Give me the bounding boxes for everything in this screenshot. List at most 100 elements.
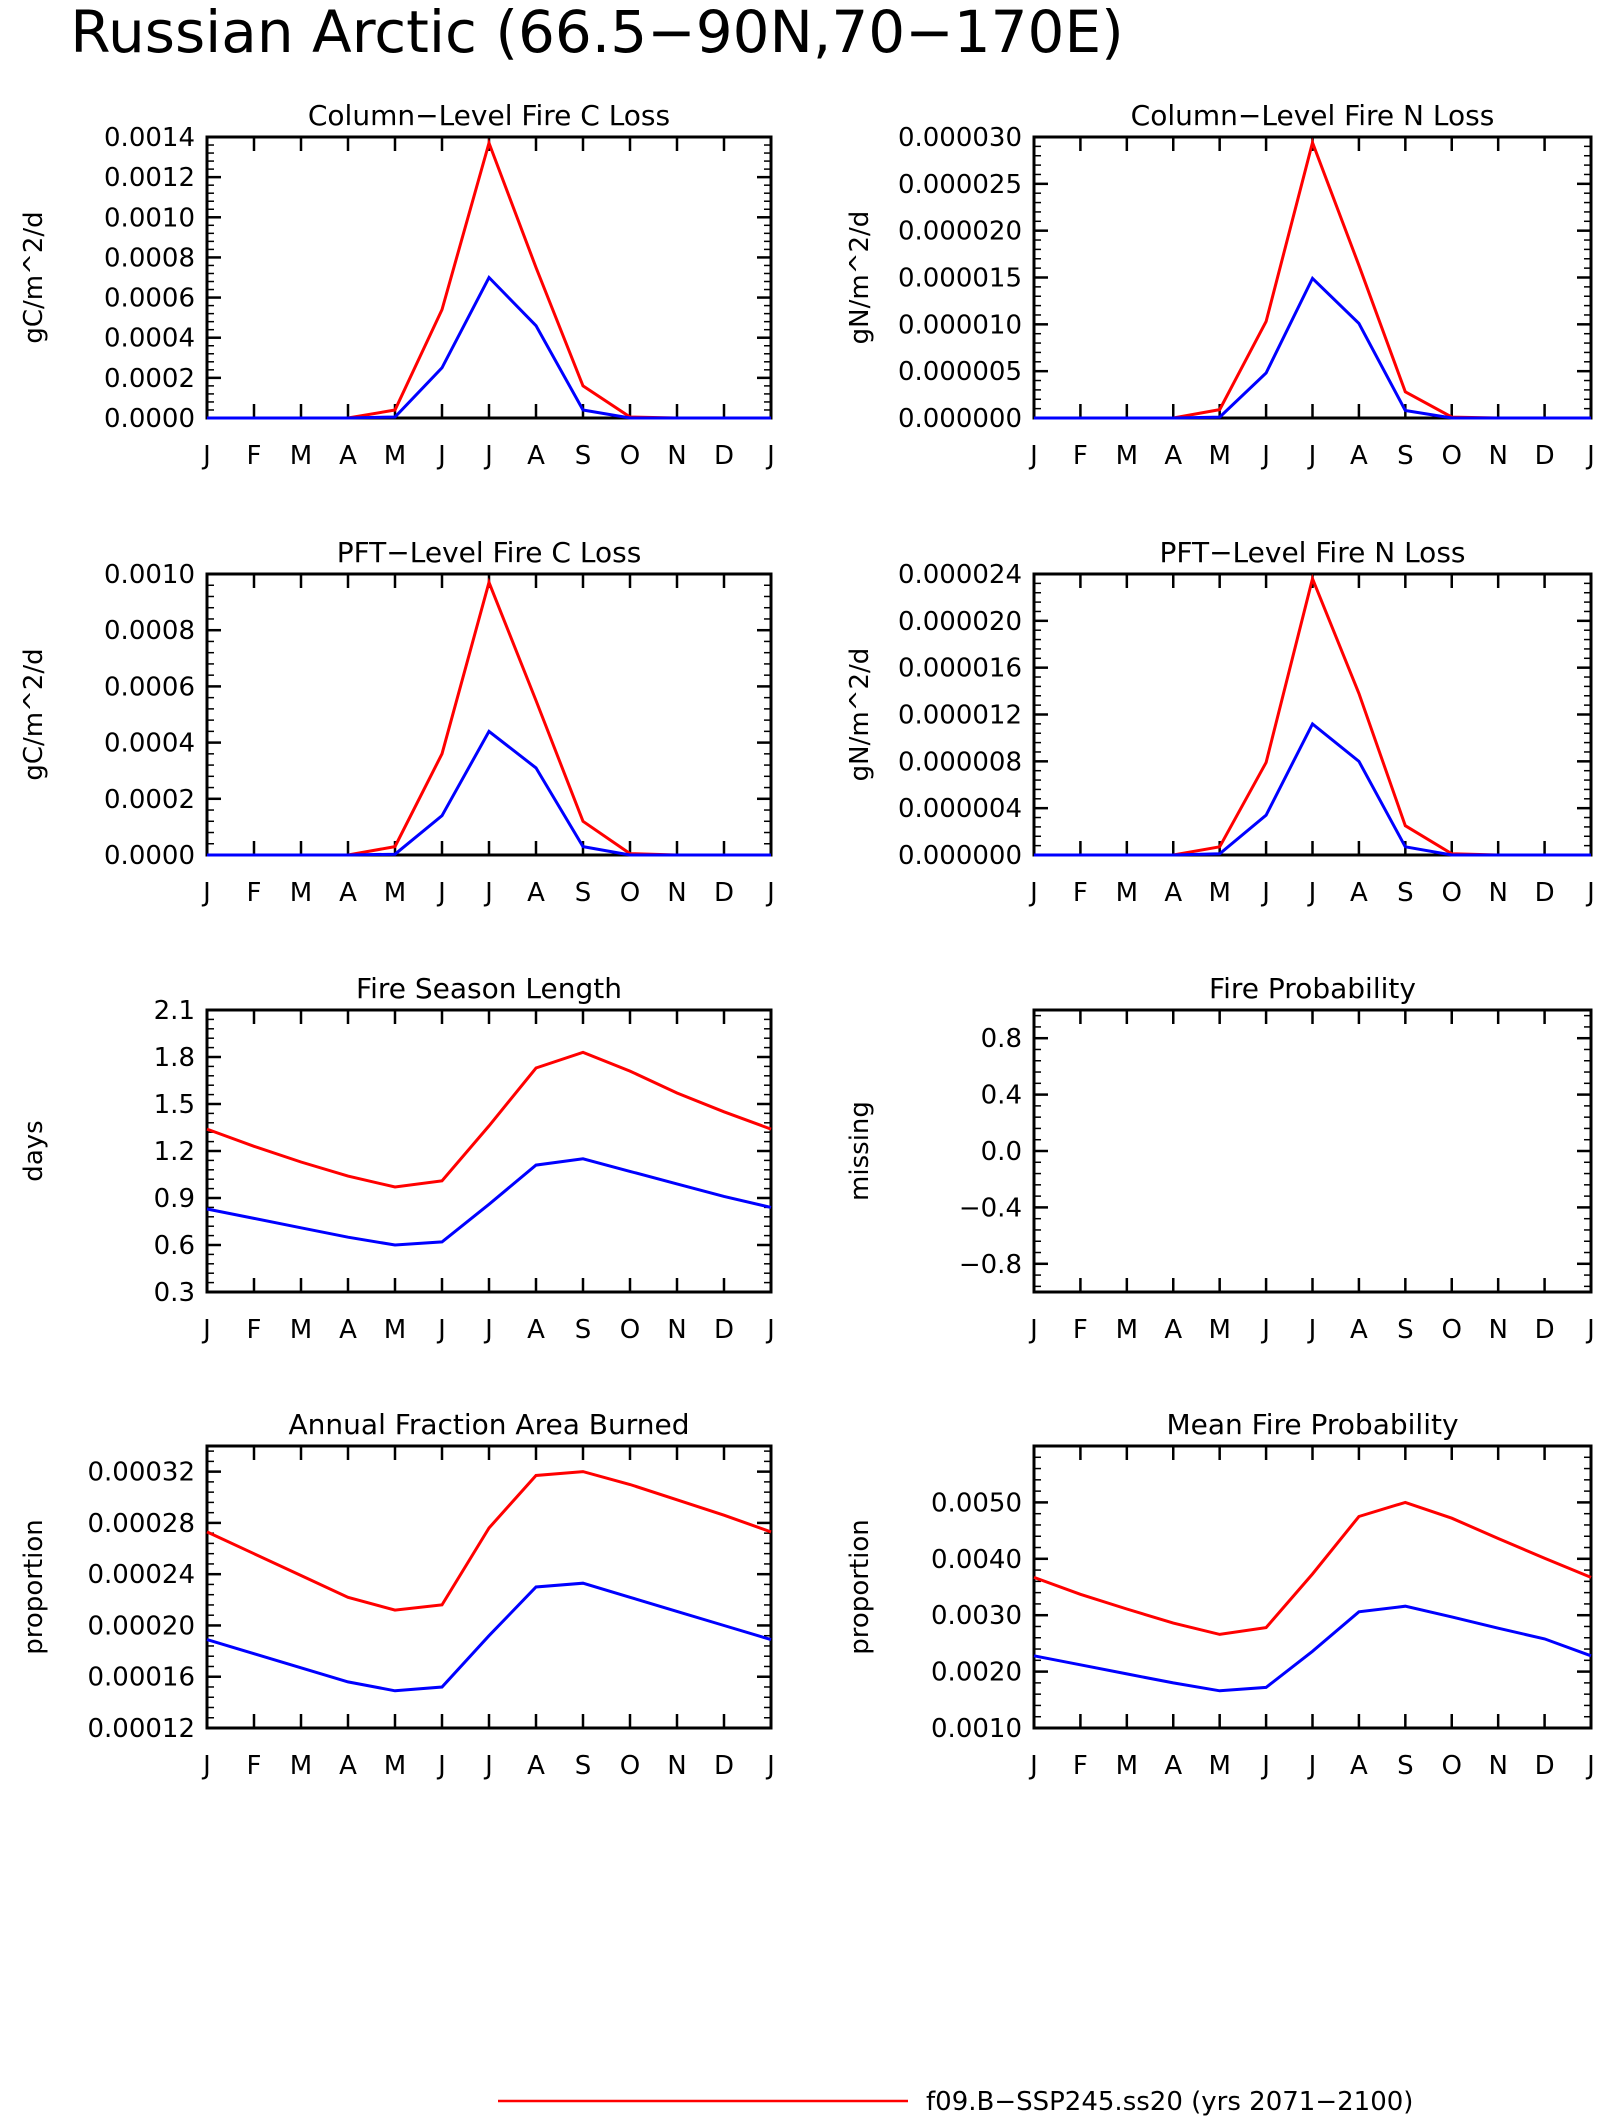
x-tick-label: S <box>1397 1751 1414 1781</box>
y-tick-label: 0.0006 <box>104 672 195 702</box>
x-tick-label: J <box>765 878 775 908</box>
x-tick-label: F <box>1073 1751 1088 1781</box>
x-tick-label: O <box>1442 878 1462 908</box>
x-tick-label: F <box>247 878 262 908</box>
y-axis: −0.8 −0.4 0.0 0.4 0.8 <box>959 1014 1591 1288</box>
x-tick-label: O <box>1442 1315 1462 1345</box>
x-tick-label: O <box>620 1315 640 1345</box>
y-tick-label: 0.0030 <box>931 1601 1022 1631</box>
chart-title: Column−Level Fire C Loss <box>308 99 670 132</box>
x-tick-label: M <box>1208 1315 1230 1345</box>
x-tick-label: J <box>1585 1315 1595 1345</box>
y-tick-label: 0.00028 <box>87 1509 195 1539</box>
y-tick-label: 0.0006 <box>104 284 195 314</box>
x-tick-label: A <box>1164 1315 1182 1345</box>
y-tick-label: 0.0004 <box>104 729 195 759</box>
chart-title: Column−Level Fire N Loss <box>1131 99 1495 132</box>
x-tick-label: N <box>667 1751 686 1781</box>
y-tick-label: 0.00032 <box>87 1458 195 1488</box>
y-tick-label: 0.000000 <box>898 404 1022 434</box>
series-line-red <box>206 1050 772 1189</box>
y-tick-label: 0.0014 <box>104 123 195 153</box>
y-tick-label: 0.000005 <box>898 357 1022 387</box>
series-line-blue <box>206 1157 772 1247</box>
series-line-blue <box>1034 275 1591 420</box>
y-tick-label: 0.9 <box>154 1184 195 1214</box>
x-tick-label: F <box>247 1315 262 1345</box>
x-tick-label: F <box>247 1751 262 1781</box>
y-axis: 0.3 0.6 0.9 1.2 1.5 1.8 2.1 <box>154 996 771 1308</box>
x-tick-label: M <box>290 1751 312 1781</box>
x-tick-label: M <box>1208 441 1230 471</box>
y-axis: 0.0000 0.0002 0.0004 0.0006 0.0008 0.0010 <box>104 560 771 871</box>
x-tick-label: A <box>1350 1751 1368 1781</box>
x-tick-label: N <box>1488 1315 1507 1345</box>
x-tick-label: M <box>384 878 406 908</box>
x-tick-label: A <box>1164 1751 1182 1781</box>
x-tick-label: M <box>290 441 312 471</box>
x-tick-label: S <box>575 878 592 908</box>
y-tick-label: 0.0040 <box>931 1545 1022 1575</box>
y-tick-label: 0.0008 <box>104 243 195 273</box>
x-tick-label: J <box>1307 878 1317 908</box>
y-axis: 0.0000 0.0002 0.0004 0.0006 0.0008 0.0010 0.00… <box>104 123 771 434</box>
x-tick-label: A <box>527 441 545 471</box>
x-tick-label: M <box>290 1315 312 1345</box>
chart-title: Mean Fire Probability <box>1166 1408 1458 1441</box>
y-tick-label: 0.00020 <box>87 1611 195 1641</box>
x-tick-label: J <box>1028 878 1038 908</box>
x-tick-label: D <box>714 1315 734 1345</box>
x-tick-label: A <box>339 441 357 471</box>
x-tick-label: O <box>620 1751 640 1781</box>
y-tick-label: 1.8 <box>154 1043 195 1073</box>
x-tick-label: S <box>575 1751 592 1781</box>
x-tick-label: J <box>1028 1315 1038 1345</box>
legend: f09.B−SSP245.ss20 (yrs 2071−2100) <box>498 2087 1413 2117</box>
x-tick-label: S <box>1397 441 1414 471</box>
series-line-red <box>207 577 771 857</box>
y-tick-label: 0.000015 <box>898 264 1022 294</box>
x-tick-label: M <box>1116 441 1138 471</box>
y-tick-label: 0.000004 <box>898 794 1022 824</box>
y-tick-label: 0.000010 <box>898 310 1022 340</box>
x-tick-label: J <box>1585 441 1595 471</box>
x-tick-label: J <box>436 1751 446 1781</box>
y-axis: 0.0010 0.0020 0.0030 0.0040 0.0050 <box>931 1445 1591 1744</box>
x-tick-label: F <box>1073 1315 1088 1345</box>
x-tick-label: O <box>620 878 640 908</box>
y-tick-label: 0.0 <box>981 1137 1022 1167</box>
x-tick-label: A <box>1350 441 1368 471</box>
x-tick-label: N <box>667 1315 686 1345</box>
chart-title: Fire Probability <box>1209 972 1416 1005</box>
x-tick-label: A <box>527 878 545 908</box>
x-tick-label: J <box>483 441 493 471</box>
x-tick-label: D <box>1535 441 1555 471</box>
series-line-red <box>1033 1500 1592 1636</box>
chart-title: Fire Season Length <box>356 972 622 1005</box>
x-tick-label: J <box>201 441 211 471</box>
x-tick-label: F <box>1073 878 1088 908</box>
y-axis-label: missing <box>845 1101 875 1201</box>
plot-frame <box>1032 1008 1593 1294</box>
x-tick-label: J <box>436 1315 446 1345</box>
x-tick-label: A <box>1164 878 1182 908</box>
y-tick-label: 0.0004 <box>104 324 195 354</box>
y-tick-label: 0.0010 <box>931 1714 1022 1744</box>
series-line-blue <box>206 1581 772 1693</box>
x-tick-label: S <box>1397 878 1414 908</box>
x-tick-label: J <box>1260 1315 1270 1345</box>
y-tick-label: 0.0008 <box>104 616 195 646</box>
series-line-blue <box>1033 1604 1592 1693</box>
x-tick-label: M <box>290 878 312 908</box>
x-tick-label: J <box>201 1315 211 1345</box>
